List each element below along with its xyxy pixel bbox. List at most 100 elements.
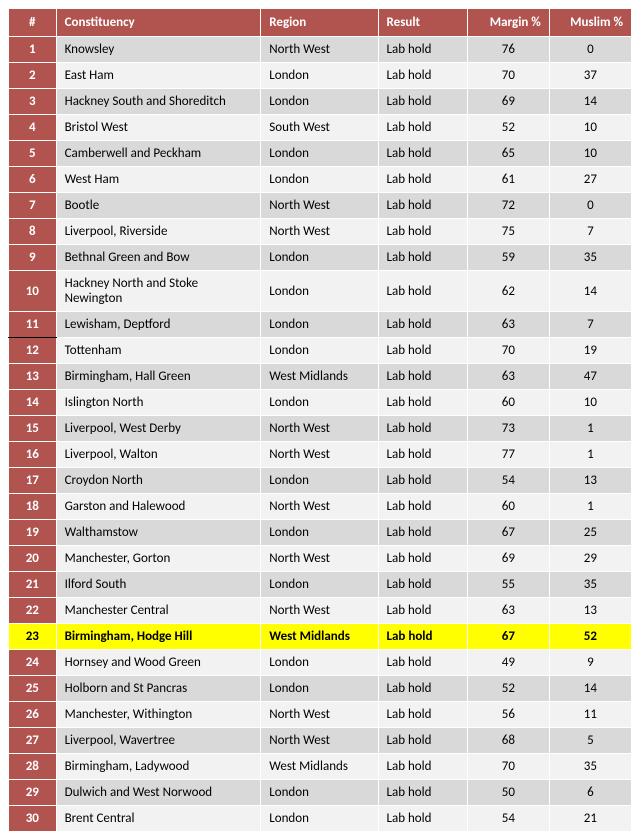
cell-margin: 76 bbox=[467, 37, 549, 63]
cell-margin: 68 bbox=[467, 728, 549, 754]
cell-muslim: 1 bbox=[549, 442, 631, 468]
table-row: 19WalthamstowLondonLab hold6725 bbox=[9, 520, 632, 546]
table-row: 26Manchester, WithingtonNorth WestLab ho… bbox=[9, 702, 632, 728]
cell-constituency: Knowsley bbox=[56, 37, 261, 63]
cell-constituency: Garston and Halewood bbox=[56, 494, 261, 520]
cell-constituency: Lewisham, Deptford bbox=[56, 312, 261, 338]
cell-result: Lab hold bbox=[378, 520, 467, 546]
cell-rank: 11 bbox=[9, 312, 57, 338]
table-row: 22Manchester CentralNorth WestLab hold63… bbox=[9, 598, 632, 624]
cell-rank: 18 bbox=[9, 494, 57, 520]
cell-muslim: 1 bbox=[549, 494, 631, 520]
table-body: 1KnowsleyNorth WestLab hold7602East HamL… bbox=[9, 37, 632, 832]
cell-muslim: 6 bbox=[549, 780, 631, 806]
cell-constituency: Liverpool, Riverside bbox=[56, 219, 261, 245]
cell-muslim: 14 bbox=[549, 676, 631, 702]
col-margin: Margin % bbox=[467, 9, 549, 37]
cell-result: Lab hold bbox=[378, 338, 467, 364]
cell-rank: 19 bbox=[9, 520, 57, 546]
cell-region: London bbox=[261, 520, 378, 546]
cell-region: West Midlands bbox=[261, 364, 378, 390]
table-row: 5Camberwell and PeckhamLondonLab hold651… bbox=[9, 141, 632, 167]
cell-rank: 2 bbox=[9, 63, 57, 89]
cell-constituency: West Ham bbox=[56, 167, 261, 193]
cell-rank: 10 bbox=[9, 271, 57, 312]
cell-rank: 23 bbox=[9, 624, 57, 650]
cell-margin: 55 bbox=[467, 572, 549, 598]
cell-muslim: 52 bbox=[549, 624, 631, 650]
cell-rank: 20 bbox=[9, 546, 57, 572]
cell-margin: 54 bbox=[467, 468, 549, 494]
cell-result: Lab hold bbox=[378, 468, 467, 494]
cell-margin: 69 bbox=[467, 546, 549, 572]
cell-rank: 14 bbox=[9, 390, 57, 416]
cell-rank: 3 bbox=[9, 89, 57, 115]
cell-region: London bbox=[261, 245, 378, 271]
cell-margin: 67 bbox=[467, 520, 549, 546]
cell-muslim: 14 bbox=[549, 271, 631, 312]
cell-constituency: Hackney South and Shoreditch bbox=[56, 89, 261, 115]
cell-constituency: Bethnal Green and Bow bbox=[56, 245, 261, 271]
cell-region: North West bbox=[261, 416, 378, 442]
cell-result: Lab hold bbox=[378, 806, 467, 832]
col-constituency: Constituency bbox=[56, 9, 261, 37]
cell-margin: 69 bbox=[467, 89, 549, 115]
cell-result: Lab hold bbox=[378, 364, 467, 390]
cell-region: London bbox=[261, 390, 378, 416]
cell-region: North West bbox=[261, 598, 378, 624]
cell-region: London bbox=[261, 338, 378, 364]
cell-muslim: 21 bbox=[549, 806, 631, 832]
cell-rank: 17 bbox=[9, 468, 57, 494]
table-row: 4Bristol WestSouth WestLab hold5210 bbox=[9, 115, 632, 141]
cell-muslim: 25 bbox=[549, 520, 631, 546]
cell-muslim: 10 bbox=[549, 390, 631, 416]
cell-muslim: 35 bbox=[549, 245, 631, 271]
cell-muslim: 35 bbox=[549, 572, 631, 598]
col-region: Region bbox=[261, 9, 378, 37]
cell-margin: 70 bbox=[467, 63, 549, 89]
cell-region: London bbox=[261, 780, 378, 806]
cell-rank: 13 bbox=[9, 364, 57, 390]
cell-result: Lab hold bbox=[378, 219, 467, 245]
table-row: 11Lewisham, DeptfordLondonLab hold637 bbox=[9, 312, 632, 338]
cell-constituency: Manchester, Withington bbox=[56, 702, 261, 728]
table-row: 12TottenhamLondonLab hold7019 bbox=[9, 338, 632, 364]
cell-rank: 5 bbox=[9, 141, 57, 167]
cell-result: Lab hold bbox=[378, 37, 467, 63]
table-row: 27Liverpool, WavertreeNorth WestLab hold… bbox=[9, 728, 632, 754]
cell-region: West Midlands bbox=[261, 624, 378, 650]
cell-constituency: Birmingham, Hodge Hill bbox=[56, 624, 261, 650]
cell-margin: 60 bbox=[467, 390, 549, 416]
cell-region: North West bbox=[261, 494, 378, 520]
cell-region: London bbox=[261, 141, 378, 167]
cell-muslim: 13 bbox=[549, 598, 631, 624]
cell-margin: 49 bbox=[467, 650, 549, 676]
cell-muslim: 10 bbox=[549, 115, 631, 141]
table-row: 23Birmingham, Hodge HillWest MidlandsLab… bbox=[9, 624, 632, 650]
table-row: 8Liverpool, RiversideNorth WestLab hold7… bbox=[9, 219, 632, 245]
table-row: 3Hackney South and ShoreditchLondonLab h… bbox=[9, 89, 632, 115]
cell-muslim: 27 bbox=[549, 167, 631, 193]
table-row: 13Birmingham, Hall GreenWest MidlandsLab… bbox=[9, 364, 632, 390]
cell-region: North West bbox=[261, 546, 378, 572]
cell-result: Lab hold bbox=[378, 546, 467, 572]
cell-result: Lab hold bbox=[378, 416, 467, 442]
cell-margin: 77 bbox=[467, 442, 549, 468]
cell-muslim: 11 bbox=[549, 702, 631, 728]
cell-result: Lab hold bbox=[378, 650, 467, 676]
cell-constituency: Camberwell and Peckham bbox=[56, 141, 261, 167]
table-row: 20Manchester, GortonNorth WestLab hold69… bbox=[9, 546, 632, 572]
cell-muslim: 5 bbox=[549, 728, 631, 754]
cell-muslim: 7 bbox=[549, 312, 631, 338]
cell-muslim: 47 bbox=[549, 364, 631, 390]
cell-result: Lab hold bbox=[378, 702, 467, 728]
table-row: 24Hornsey and Wood GreenLondonLab hold49… bbox=[9, 650, 632, 676]
cell-result: Lab hold bbox=[378, 271, 467, 312]
cell-muslim: 13 bbox=[549, 468, 631, 494]
cell-constituency: Walthamstow bbox=[56, 520, 261, 546]
cell-rank: 9 bbox=[9, 245, 57, 271]
cell-region: North West bbox=[261, 37, 378, 63]
cell-rank: 12 bbox=[9, 338, 57, 364]
cell-muslim: 14 bbox=[549, 89, 631, 115]
cell-muslim: 19 bbox=[549, 338, 631, 364]
